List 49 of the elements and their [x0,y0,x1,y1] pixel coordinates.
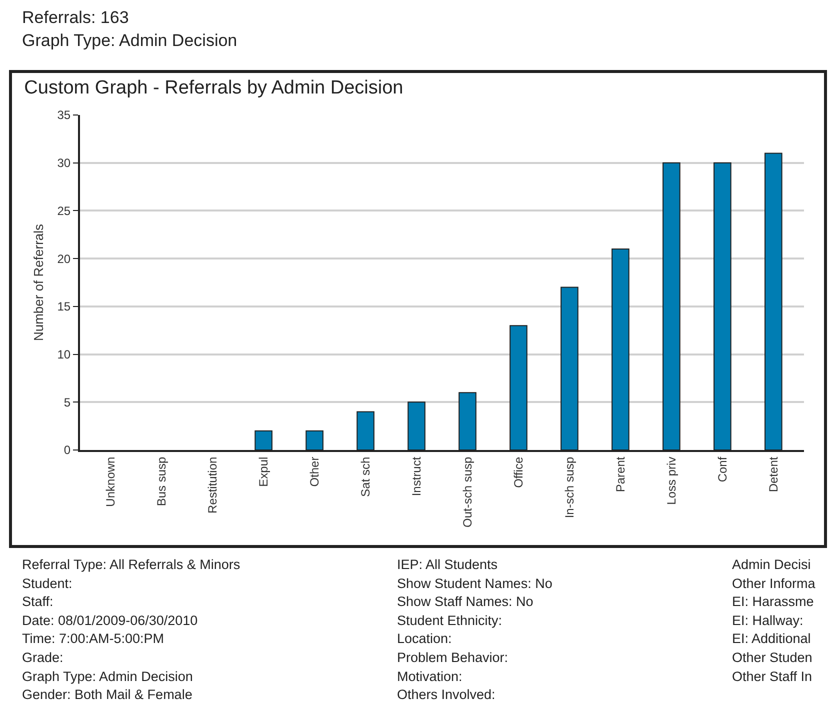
text: Student Ethnicity: [397,612,504,630]
text: Motivation: [397,668,464,686]
text: IEP: All Students [397,556,499,574]
x-tick-label: Unknown [103,456,118,507]
x-tick-label: Restitution [205,456,220,514]
x-tick-label: Loss priv [664,456,678,505]
text: EI: Harassme [732,593,815,612]
x-tick-label: Out-sch susp [460,456,474,528]
text: Other Informa [732,574,816,593]
text: Graph Type: Admin Decision [22,30,238,52]
text: Gender: Both Mail & Female [22,686,194,704]
x-tick-label: Parent [613,456,628,492]
y-tick-label: 20 [57,252,71,266]
chart-title: Custom Graph - Referrals by Admin Decision [24,77,404,98]
text: Other Studen [732,648,814,667]
text: Admin Decisi [732,556,812,574]
text: Referral Type: All Referrals & Minors [22,556,242,574]
text: Student: [22,574,74,593]
x-tick-label: Conf [715,456,730,482]
y-tick-label: 10 [57,347,71,362]
y-tick-label: 35 [57,108,71,122]
x-tick-label: Sat sch [358,456,372,497]
y-tick-label: 0 [64,443,71,458]
y-tick-label: 25 [57,204,71,218]
x-tick-label: Detent [766,456,780,492]
y-axis-title: Number of Referrals [31,223,46,342]
text: Problem Behavior: [397,648,510,667]
x-tick-label: Bus susp [154,456,168,506]
x-tick-label: Office [511,456,526,488]
text: Show Student Names: No [397,574,554,593]
y-tick-label: 15 [57,300,71,314]
text: Show Staff Names: No [397,593,534,612]
text: EI: Hallway: [732,612,804,630]
text: Location: [397,630,453,648]
x-tick-label: Other [307,456,322,487]
text: Staff: [22,593,54,612]
y-tick-label: 30 [57,156,71,170]
x-tick-label: In-sch susp [562,456,576,518]
text: Date: 08/01/2009-06/30/2010 [22,612,199,630]
text: Other Staff In [732,668,814,686]
text: Referrals: 163 [22,7,130,29]
x-tick-label: Instruct [409,456,424,496]
x-tick-label: Expul [256,456,270,487]
text: Grade: [22,648,64,667]
y-tick-label: 5 [64,395,71,410]
text: Time: 7:00:AM-5:00:PM [22,630,166,648]
text: EI: Additional [732,630,812,648]
text: Graph Type: Admin Decision [22,668,194,686]
text: Others Involved: [397,686,496,704]
